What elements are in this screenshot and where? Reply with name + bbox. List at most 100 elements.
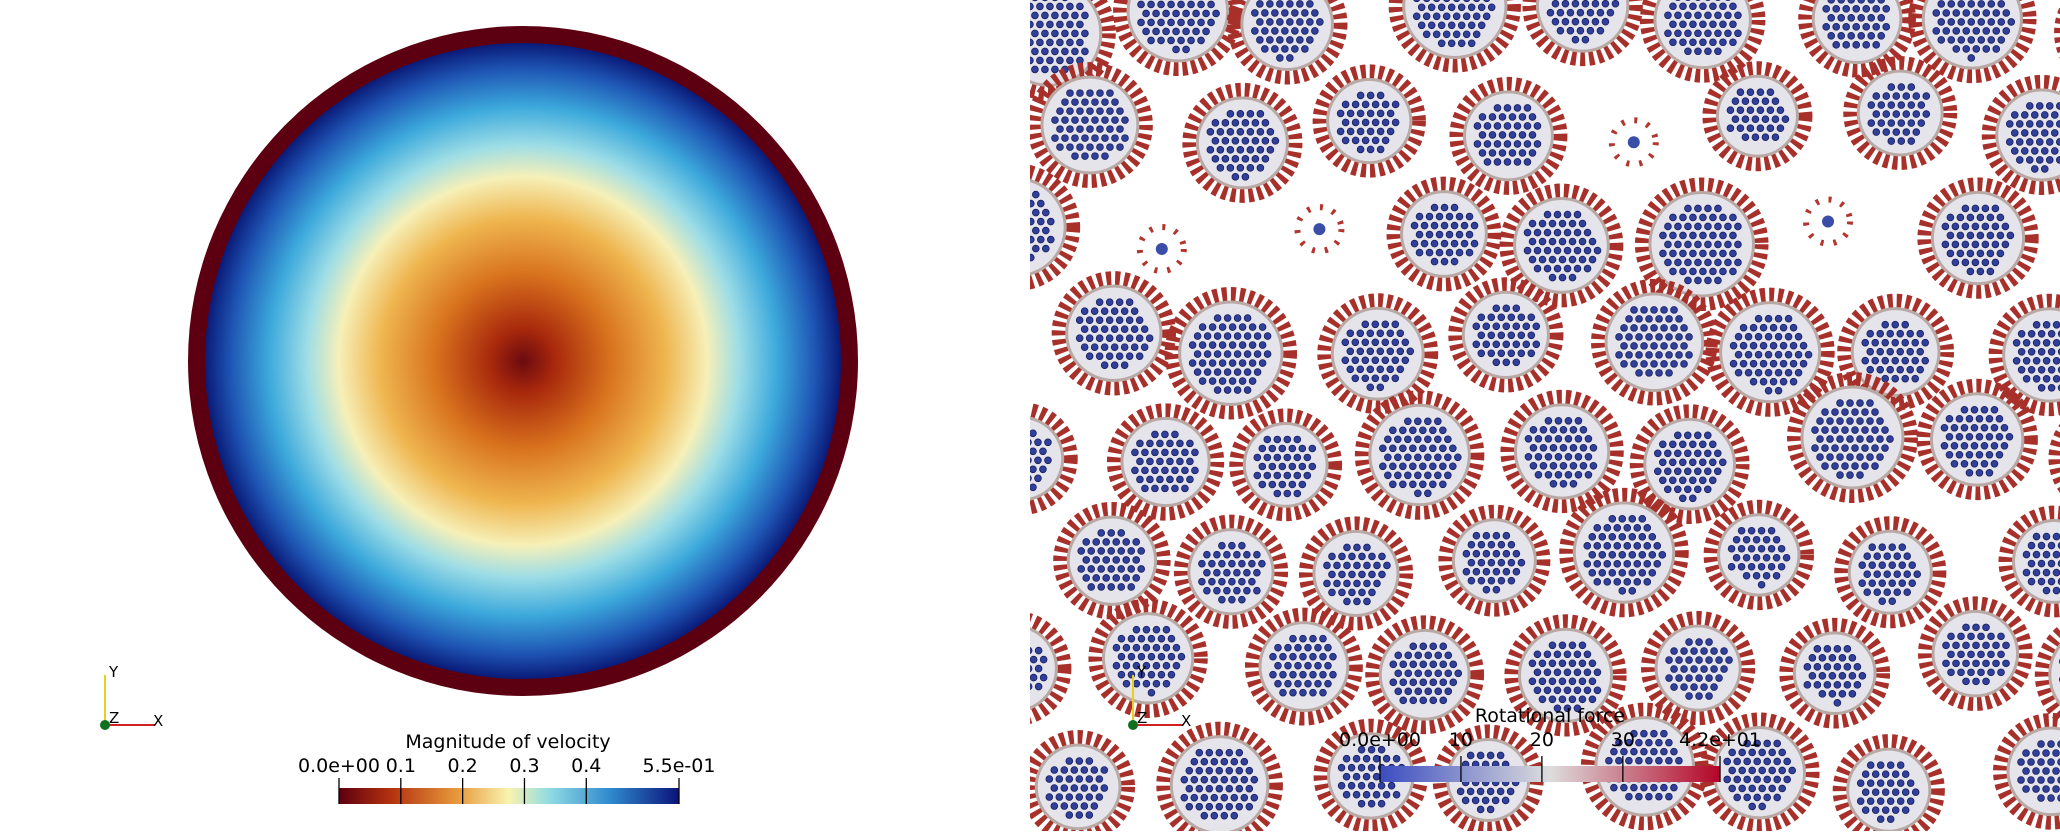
particle: [1291, 9, 1299, 17]
particle: [1762, 571, 1771, 580]
particle: [1658, 476, 1667, 485]
particle: [1412, 12, 1421, 21]
particle: [1794, 332, 1803, 341]
particle: [1228, 359, 1237, 367]
particle: [1455, 248, 1464, 257]
rotor-arrows: [1317, 293, 1439, 415]
particle: [1872, 41, 1881, 49]
colorbar: [1380, 766, 1720, 782]
particle: [1203, 586, 1211, 595]
particle: [1533, 668, 1542, 677]
particle: [1276, 36, 1284, 44]
particle: [1314, 661, 1322, 670]
particle: [1071, 134, 1079, 142]
particle: [1206, 146, 1215, 154]
particle: [1218, 577, 1226, 586]
rotor-arrows: [1988, 293, 2060, 417]
particle: [1873, 552, 1882, 560]
particle: [1554, 470, 1563, 479]
particle: [1061, 116, 1069, 124]
particle: [1527, 313, 1536, 322]
particle: [1901, 356, 1910, 365]
particle: [995, 439, 1002, 446]
particle: [1215, 748, 1224, 757]
particle: [1306, 18, 1314, 26]
particle: [1141, 484, 1149, 493]
particle: [2017, 348, 2026, 356]
particle: [1281, 45, 1289, 53]
particle: [1630, 360, 1638, 368]
particle: [1041, 244, 1050, 253]
particle: [1771, 97, 1780, 105]
particle: [2037, 740, 2045, 748]
particle: [1056, 56, 1064, 65]
particle: [1066, 38, 1074, 47]
particle: [1056, 20, 1064, 29]
particle: [1863, 552, 1872, 560]
particle: [1472, 549, 1481, 558]
particle: [1399, 462, 1407, 471]
particle: [1051, 11, 1059, 20]
particle: [977, 218, 984, 225]
particle: [1477, 313, 1486, 322]
rotor-arrows: [1641, 611, 1756, 726]
particle: [1724, 240, 1732, 249]
particle: [1424, 489, 1432, 498]
particle: [1289, 688, 1297, 697]
particle: [2027, 541, 2036, 550]
particle: [1243, 368, 1252, 376]
particle: [1625, 315, 1633, 323]
particle: [1410, 239, 1419, 248]
particle: [1066, 20, 1074, 29]
particle: [1972, 641, 1980, 650]
particle: [1384, 453, 1392, 462]
particle: [1146, 439, 1154, 448]
particle: [1658, 458, 1667, 467]
particle: [1694, 47, 1702, 56]
particle: [1187, 0, 1195, 9]
particle: [1460, 221, 1469, 230]
particle: [1030, 253, 1035, 262]
particle: [1653, 467, 1662, 476]
particle: [1296, 0, 1304, 8]
particle: [1346, 347, 1355, 356]
particle: [1705, 674, 1713, 682]
particle: [1147, 652, 1156, 661]
particle: [1162, 9, 1170, 18]
particle: [2032, 375, 2041, 383]
particle: [1192, 9, 1200, 18]
particle: [1772, 571, 1781, 580]
particle: [1132, 556, 1141, 564]
particle: [1688, 458, 1697, 467]
particle: [1425, 230, 1434, 239]
particle: [1615, 351, 1623, 359]
particle: [2047, 758, 2055, 766]
particle: [1783, 775, 1791, 784]
particle: [1477, 349, 1486, 358]
particle: [1177, 36, 1185, 45]
particle: [1419, 426, 1427, 435]
particle: [1664, 240, 1672, 249]
particle: [1961, 204, 1970, 213]
particle: [1269, 652, 1277, 661]
particle: [1487, 540, 1496, 549]
particle: [1125, 298, 1134, 306]
particle: [1161, 484, 1169, 493]
particle: [1843, 681, 1852, 689]
particle: [1771, 133, 1780, 141]
particle: [1861, 788, 1870, 796]
particle: [1970, 405, 1979, 414]
particle: [990, 656, 997, 663]
particle: [1996, 213, 2005, 222]
particle: [1947, 36, 1956, 44]
particle: [1568, 219, 1577, 228]
particle: [1748, 748, 1756, 757]
particle: [1439, 462, 1447, 471]
particle: [2027, 776, 2035, 784]
particle: [1861, 338, 1870, 347]
particle: [1741, 97, 1750, 105]
particle: [1157, 36, 1165, 45]
particle: [2025, 156, 2034, 164]
particle: [1906, 779, 1915, 787]
particle: [1972, 677, 1980, 686]
